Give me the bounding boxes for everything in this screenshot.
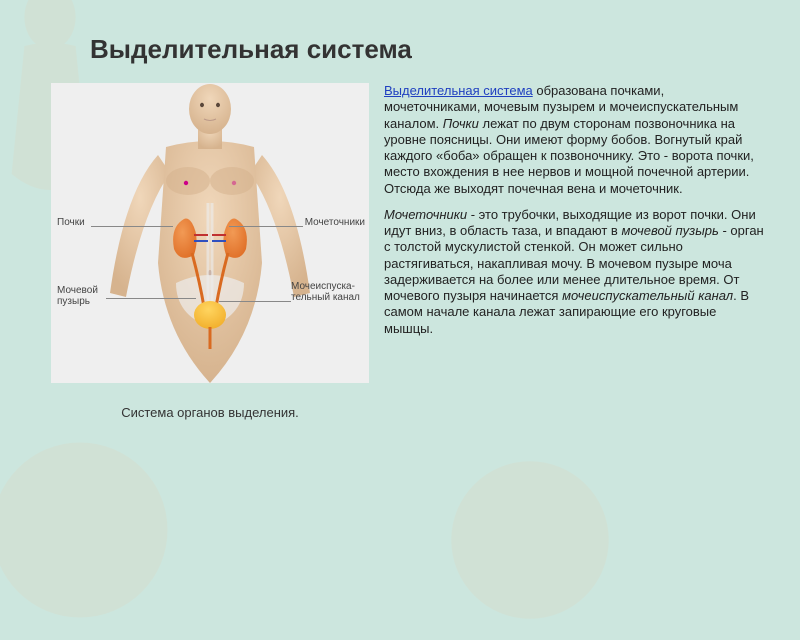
figure-column: Почки Мочевой пузырь Мочеточники Мочеисп… — [50, 83, 370, 420]
excretory-system-link[interactable]: Выделительная система — [384, 83, 533, 98]
label-bladder: Мочевой пузырь — [57, 285, 105, 307]
leader-line — [229, 226, 303, 227]
label-urethra: Мочеиспуска-тельный канал — [291, 281, 365, 303]
content-row: Почки Мочевой пузырь Мочеточники Мочеисп… — [50, 83, 770, 420]
term-kidneys: Почки — [443, 116, 479, 131]
body-illustration — [70, 83, 350, 383]
leader-line — [219, 301, 291, 302]
term-ureters: Мочеточники — [384, 207, 467, 222]
bladder-shape — [194, 301, 226, 329]
term-bladder: мочевой пузырь — [621, 223, 718, 238]
paragraph-2: Мочеточники - это трубочки, выходящие из… — [384, 207, 764, 337]
label-kidneys: Почки — [57, 217, 85, 228]
figure-caption: Система органов выделения. — [121, 405, 299, 420]
text-column: Выделительная система образована почками… — [384, 83, 770, 420]
slide: Выделительная система — [0, 0, 800, 600]
leader-line — [91, 226, 173, 227]
paragraph-1: Выделительная система образована почками… — [384, 83, 764, 197]
term-urethra: мочеиспускательный канал — [562, 288, 733, 303]
slide-title: Выделительная система — [90, 34, 770, 65]
leader-line — [106, 298, 196, 299]
label-ureters: Мочеточники — [305, 217, 365, 228]
anatomy-figure: Почки Мочевой пузырь Мочеточники Мочеисп… — [51, 83, 369, 383]
